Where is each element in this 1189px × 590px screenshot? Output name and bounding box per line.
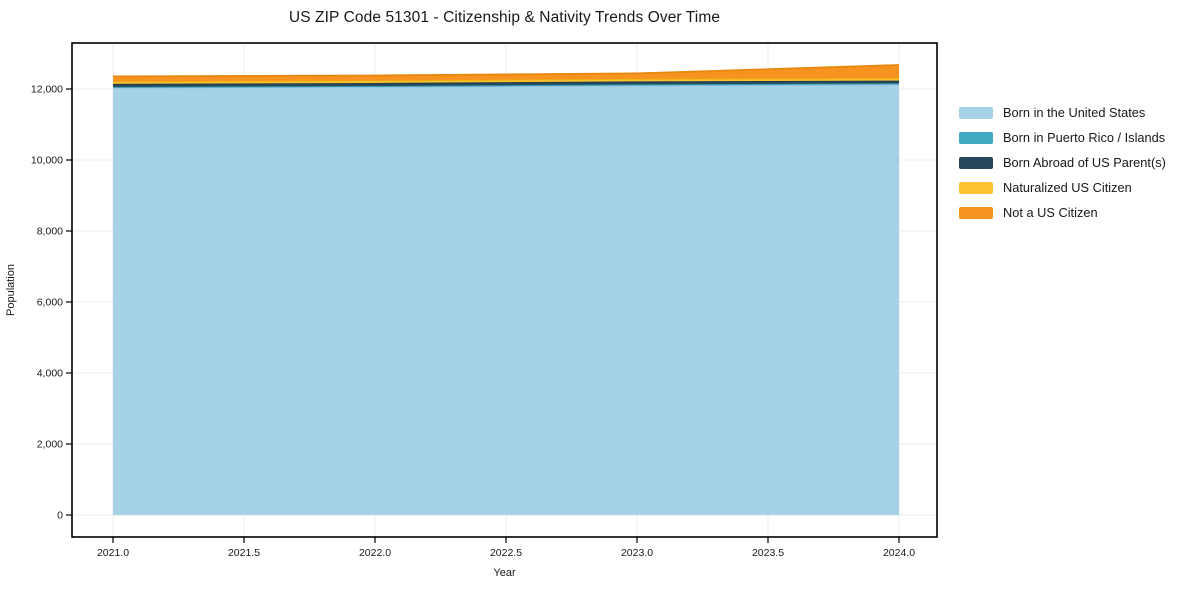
area-born-in-the-united-states [113, 84, 899, 515]
legend-label: Not a US Citizen [1003, 205, 1098, 220]
legend-swatch-icon [959, 106, 993, 119]
y-tick-label: 10,000 [31, 155, 63, 167]
x-tick-label: 2021.5 [228, 547, 260, 559]
legend: Born in the United States Born in Puerto … [959, 100, 1166, 225]
legend-swatch-icon [959, 131, 993, 144]
legend-swatch-icon [959, 206, 993, 219]
y-axis-label: Population [5, 264, 17, 316]
x-tick-label: 2023.0 [621, 547, 653, 559]
x-tick-label: 2024.0 [883, 547, 915, 559]
chart-title: US ZIP Code 51301 - Citizenship & Nativi… [288, 9, 721, 26]
legend-item-born-in-the-united-states: Born in the United States [959, 100, 1166, 125]
legend-label: Born in the United States [1003, 105, 1146, 120]
x-tick-label: 2022.5 [490, 547, 522, 559]
legend-swatch-icon [959, 181, 993, 194]
edge-not-a-us-citizen [112, 64, 900, 78]
x-axis-label: Year [493, 567, 516, 579]
legend-label: Naturalized US Citizen [1003, 180, 1132, 195]
y-tick-label: 12,000 [31, 84, 63, 96]
plot-frame [71, 42, 938, 538]
area-born-abroad-of-us-parent-s [113, 80, 899, 87]
legend-label: Born in Puerto Rico / Islands [1003, 130, 1166, 145]
x-tick-label: 2021.0 [97, 547, 129, 559]
legend-swatch-icon [959, 156, 993, 169]
y-tick-label: 0 [57, 510, 63, 522]
legend-item-born-in-puerto-rico-islands: Born in Puerto Rico / Islands [959, 125, 1166, 150]
x-tick-label: 2023.5 [752, 547, 784, 559]
area-not-a-us-citizen [113, 65, 899, 82]
legend-item-not-a-us-citizen: Not a US Citizen [959, 200, 1166, 225]
y-tick-label: 2,000 [37, 439, 63, 451]
x-tick-label: 2022.0 [359, 547, 391, 559]
y-tick-label: 6,000 [37, 297, 63, 309]
legend-item-naturalized-us-citizen: Naturalized US Citizen [959, 175, 1166, 200]
y-tick-label: 4,000 [37, 368, 63, 380]
y-tick-label: 8,000 [37, 226, 63, 238]
legend-item-born-abroad-of-us-parent-s: Born Abroad of US Parent(s) [959, 150, 1166, 175]
legend-label: Born Abroad of US Parent(s) [1003, 155, 1166, 170]
